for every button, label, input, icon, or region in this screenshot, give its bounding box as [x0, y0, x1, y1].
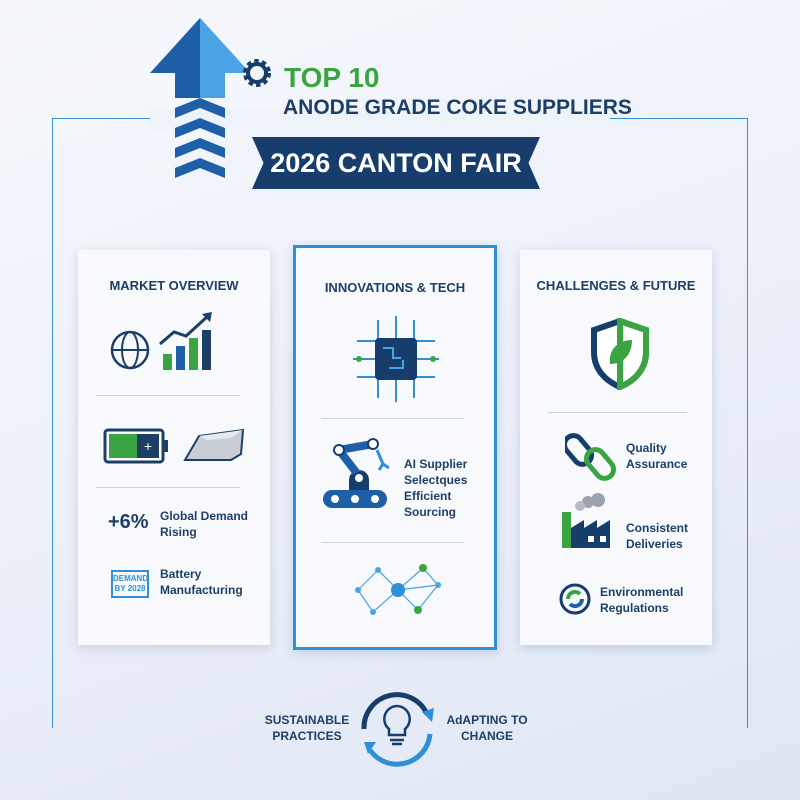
battery-ingot-icon: +: [103, 428, 245, 464]
adapting-to-change-label: AdAPTING TO CHANGE: [446, 713, 528, 743]
network-icon: [355, 564, 441, 615]
battery-manufacturing-label: Battery Manufacturing: [160, 567, 243, 597]
demand-badge: DEMAND BY 2028: [111, 570, 149, 598]
card-innovations: INNOVATIONS & TECH AI Supplier Selectque…: [293, 245, 497, 650]
banner: 2026 CANTON FAIR: [252, 137, 540, 189]
chain-link-icon: [565, 433, 616, 481]
cycle-lightbulb-icon: [361, 692, 434, 767]
global-demand-label: Global Demand Rising: [160, 509, 249, 539]
environmental-regulations-label: Environmental Regulations: [600, 585, 684, 615]
growth-value: +6%: [108, 511, 149, 533]
factory-icon: [562, 493, 610, 548]
recycle-icon: [559, 583, 591, 615]
ai-supplier-label: AI Supplier Selectques Efficient Sourcin…: [404, 457, 468, 519]
chip-icon: [353, 316, 439, 402]
globe-chart-icon: [110, 312, 212, 370]
title-top: TOP 10: [284, 62, 380, 93]
card-title: MARKET OVERVIEW: [109, 278, 239, 293]
up-arrow-icon: [150, 18, 250, 178]
title-subtitle: ANODE GRADE COKE SUPPLIERS: [283, 96, 632, 119]
quality-assurance-label: Quality Assurance: [626, 441, 688, 471]
robot-arm-icon: [323, 438, 390, 508]
card-challenges: CHALLENGES & FUTURE Quality Assurance Co…: [520, 250, 712, 645]
gear-icon: [243, 59, 271, 87]
card-title: INNOVATIONS & TECH: [324, 280, 466, 295]
sustainable-practices-label: SUSTAINABLE PRACTICES: [264, 713, 350, 743]
svg-text:+: +: [144, 438, 152, 454]
card-market-overview: MARKET OVERVIEW + +6% Global Demand Risi…: [78, 250, 270, 645]
consistent-deliveries-label: Consistent Deliveries: [626, 521, 689, 551]
shield-leaf-icon: [591, 318, 649, 390]
card-title: CHALLENGES & FUTURE: [536, 278, 696, 293]
